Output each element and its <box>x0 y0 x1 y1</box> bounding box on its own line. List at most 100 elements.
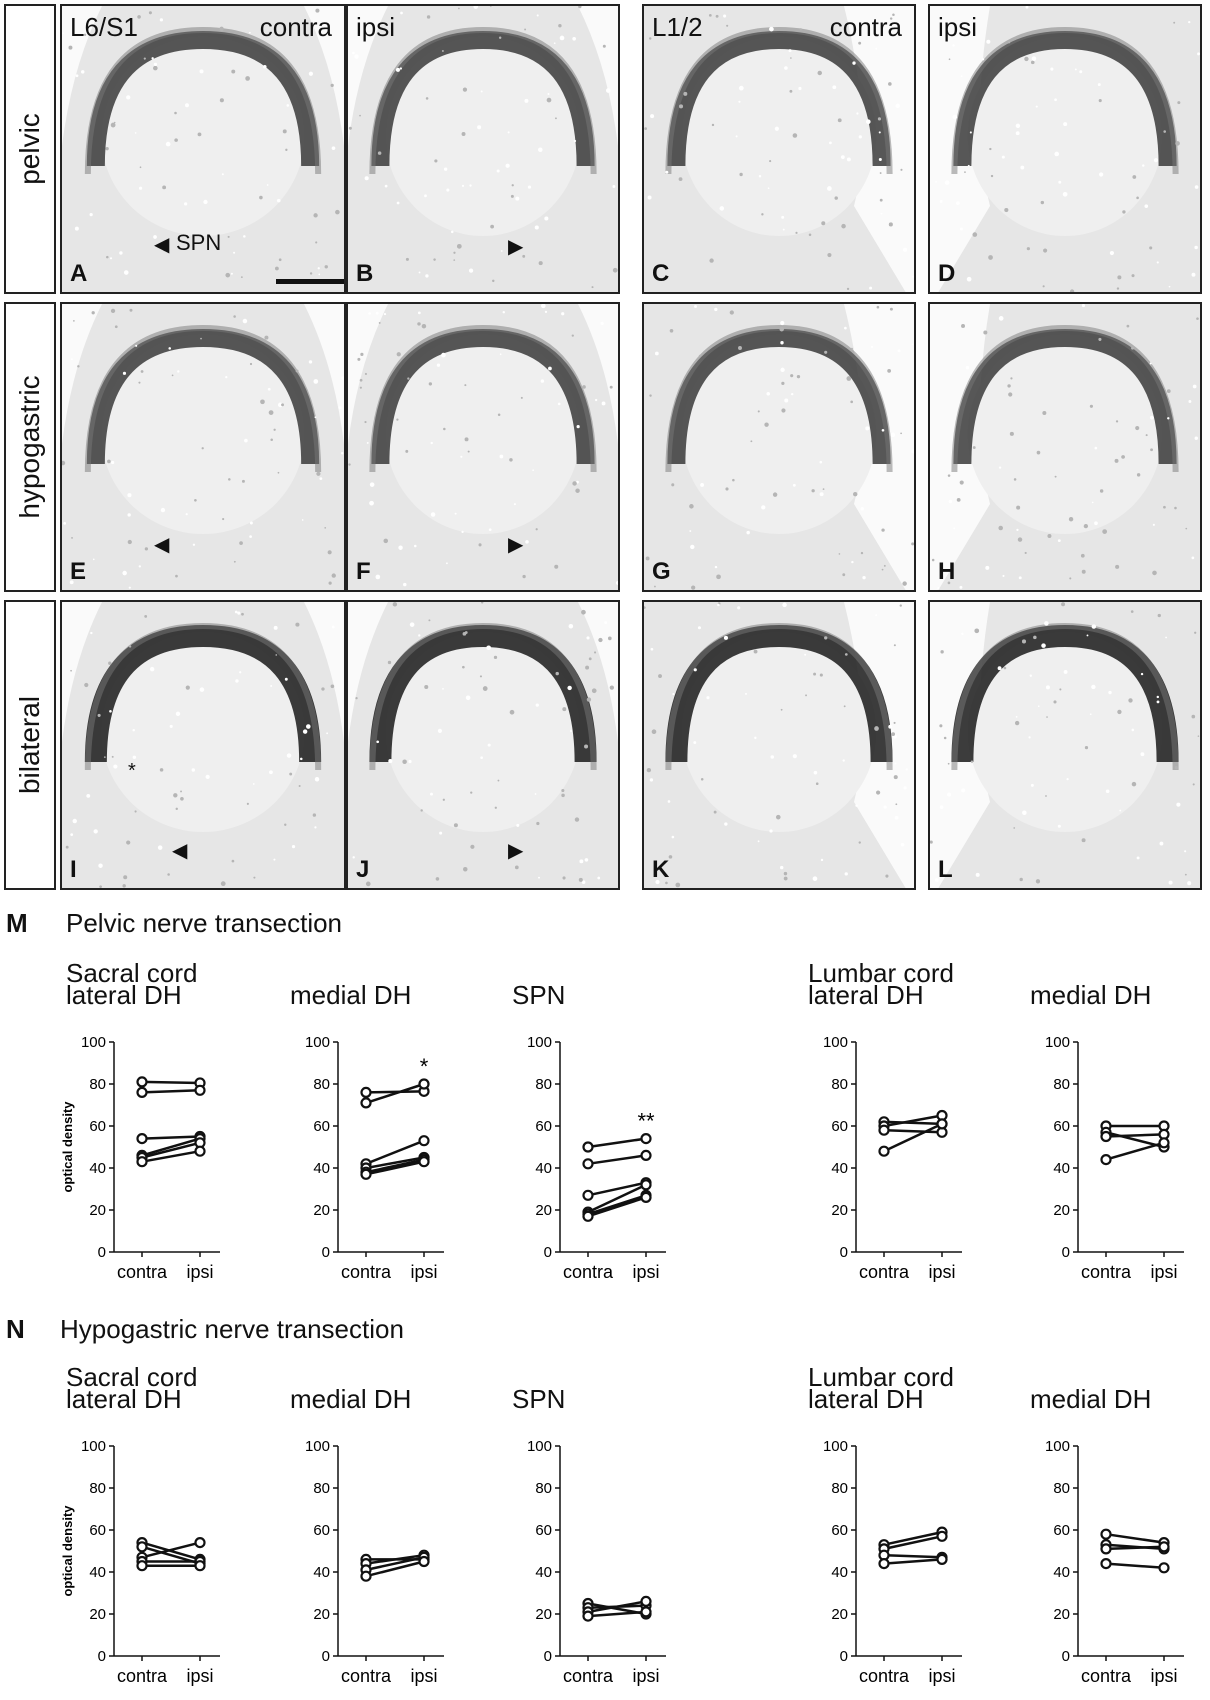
micrograph-image <box>930 6 1200 292</box>
chart-title: lateral DH <box>66 1384 182 1414</box>
section-letter-n: N <box>6 1314 25 1344</box>
x-tick-label: contra <box>117 1666 168 1686</box>
pair-line <box>883 1553 943 1559</box>
y-tick-label: 20 <box>313 1202 330 1219</box>
chart-title: lateral DH <box>66 980 182 1010</box>
data-point <box>582 1189 594 1201</box>
spn-arrowhead-icon: ◀ <box>154 534 170 556</box>
chart-svg: 0 20 40 60 80 100 contra ipsi optical density <box>60 1034 220 1282</box>
data-point <box>878 1145 890 1157</box>
chart-svg: 0 20 40 60 80 100 contra ipsi <box>527 1438 666 1686</box>
pair-line <box>883 1122 943 1153</box>
chart-title: lateral DH <box>808 980 924 1010</box>
pair-line <box>1105 1532 1165 1544</box>
scale-bar <box>276 279 344 284</box>
y-tick-label: 80 <box>313 1076 330 1093</box>
row-label-hypogastric: hypogastric <box>4 302 56 592</box>
paired-dot-chart: lateral DH 0 20 40 60 80 100 contra ipsi <box>802 980 982 1296</box>
data-point <box>1100 1528 1112 1540</box>
pair-line <box>883 1530 943 1546</box>
y-tick-label: 60 <box>1053 1522 1070 1539</box>
row-label-text: pelvic <box>14 113 45 185</box>
y-axis-label: optical density <box>60 1101 75 1193</box>
micrograph-image <box>930 602 1200 888</box>
pair-line <box>365 1160 425 1176</box>
data-point <box>194 1560 206 1572</box>
x-tick-label: contra <box>563 1666 614 1686</box>
y-tick-label: 80 <box>1053 1076 1070 1093</box>
pair-line <box>141 1137 201 1157</box>
y-tick-label: 20 <box>313 1606 330 1623</box>
pair-line <box>587 1137 647 1149</box>
chart-svg: 0 20 40 60 80 100 contra ipsi ** <box>527 1034 666 1282</box>
x-tick-label: ipsi <box>928 1666 955 1686</box>
y-tick-label: 100 <box>527 1034 552 1051</box>
pair-line <box>1105 1545 1165 1551</box>
chart-svg: 0 20 40 60 80 100 contra ipsi <box>1045 1438 1184 1686</box>
spn-arrowhead-icon: ▶ <box>508 534 524 556</box>
pair-line <box>883 1558 943 1565</box>
micrograph-panel-L: L <box>928 600 1202 890</box>
y-tick-label: 20 <box>831 1202 848 1219</box>
x-tick-label: ipsi <box>1150 1666 1177 1686</box>
data-point <box>1100 1543 1112 1555</box>
panel-letter: D <box>938 260 956 287</box>
x-tick-label: contra <box>859 1262 910 1282</box>
data-point <box>582 1610 594 1622</box>
y-tick-label: 40 <box>831 1564 848 1581</box>
y-axis-label: optical density <box>60 1505 75 1597</box>
panel-letter: H <box>938 558 956 585</box>
y-tick-label: 0 <box>98 1244 106 1261</box>
row-label-text: hypogastric <box>14 375 45 519</box>
data-point <box>878 1558 890 1570</box>
y-tick-label: 100 <box>527 1438 552 1455</box>
section-title-n: Hypogastric nerve transection <box>60 1314 404 1344</box>
pair-line <box>883 1535 943 1551</box>
x-tick-label: ipsi <box>1150 1262 1177 1282</box>
data-point <box>418 1135 430 1147</box>
micrograph-image <box>62 6 344 292</box>
chart-title: SPN <box>512 1384 566 1414</box>
micrograph-panel-F: ▶ F <box>346 302 620 592</box>
x-tick-label: contra <box>341 1666 392 1686</box>
data-point <box>418 1555 430 1568</box>
y-tick-label: 100 <box>1045 1438 1070 1455</box>
panel-letter: L <box>938 856 953 883</box>
chart-svg: 0 20 40 60 80 100 contra ipsi <box>823 1438 962 1686</box>
paired-dot-chart: SPN 0 20 40 60 80 100 contra ipsi ** <box>506 980 686 1296</box>
micrograph-image <box>62 304 344 590</box>
pair-line <box>587 1181 647 1197</box>
x-tick-label: ipsi <box>410 1666 437 1686</box>
panel-level-label: L6/S1 <box>70 12 138 42</box>
group-label-lumbar: Lumbar cord <box>808 958 954 988</box>
pair-line <box>587 1183 647 1214</box>
y-tick-label: 80 <box>1053 1480 1070 1497</box>
pair-line <box>365 1139 425 1165</box>
y-tick-label: 20 <box>1053 1202 1070 1219</box>
y-tick-label: 20 <box>535 1606 552 1623</box>
spn-arrowhead-icon: ◀ <box>154 234 170 256</box>
y-tick-label: 60 <box>313 1118 330 1135</box>
pair-line <box>883 1128 943 1134</box>
y-tick-label: 100 <box>1045 1034 1070 1051</box>
group-label-lumbar: Lumbar cord <box>808 1362 954 1392</box>
panel-letter: B <box>356 260 374 287</box>
y-tick-label: 100 <box>823 1438 848 1455</box>
spn-arrowhead-icon: ▶ <box>508 840 524 862</box>
panel-side-label: ipsi <box>938 12 978 42</box>
panel-letter: J <box>356 856 370 883</box>
y-tick-label: 40 <box>535 1564 552 1581</box>
x-tick-label: ipsi <box>186 1262 213 1282</box>
pair-line <box>365 1158 425 1174</box>
y-tick-label: 60 <box>535 1522 552 1539</box>
data-point <box>1100 1154 1112 1166</box>
data-point <box>1158 1541 1170 1553</box>
y-tick-label: 20 <box>1053 1606 1070 1623</box>
pair-line <box>1105 1133 1165 1138</box>
row-label-pelvic: pelvic <box>4 4 56 294</box>
y-tick-label: 60 <box>1053 1118 1070 1135</box>
x-tick-label: contra <box>563 1262 614 1282</box>
paired-dot-chart: SPN 0 20 40 60 80 100 contra ipsi <box>506 1384 686 1700</box>
data-point <box>1158 1137 1170 1149</box>
y-tick-label: 100 <box>305 1034 330 1051</box>
